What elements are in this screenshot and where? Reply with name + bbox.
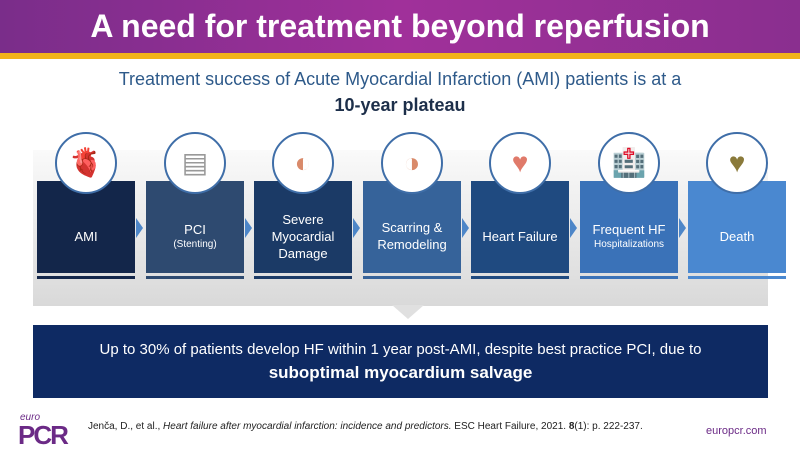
step-label: AMI [74,228,98,244]
chevron-right-icon [353,218,360,238]
banner-line1: Up to 30% of patients develop HF within … [99,341,702,358]
step-box: PCI (Stenting) [146,181,244,273]
citation-journal: ESC Heart Failure, 2021. [451,421,569,432]
citation-pages: (1): p. 222-237. [574,421,643,432]
step-label: Death [719,228,755,244]
subtitle-line2: 10-year plateau [334,95,466,115]
chevron-right-icon [570,218,577,238]
step-box: Scarring & Remodeling [363,181,461,273]
step-label: Frequent HF [592,222,666,237]
heart-icon: ♥ [489,132,551,194]
step-underline [688,276,786,279]
subtitle-line1: Treatment success of Acute Myocardial In… [118,69,682,89]
title-bar: A need for treatment beyond reperfusion [0,0,800,53]
stent-icon: ▤ [164,132,226,194]
citation-authors: Jenča, D., et al., [88,421,164,432]
step-underline [580,276,678,279]
step-label: PCI [184,222,206,237]
chevron-right-icon [462,218,469,238]
step-box: Heart Failure [471,181,569,273]
down-pointer [392,305,424,319]
scarred-myocardium-icon: ◑ [381,132,443,194]
chevron-right-icon [136,218,143,238]
logo-big: PCR [18,420,69,450]
step-underline [254,276,352,279]
chevron-right-icon [679,218,686,238]
step-underline [471,276,569,279]
step-box: Severe Myocardial Damage [254,181,352,273]
subtitle: Treatment success of Acute Myocardial In… [0,66,800,118]
chevron-right-icon [245,218,252,238]
step-underline [146,276,244,279]
accent-line [0,53,800,59]
step-underline [37,276,135,279]
hospital-icon: 🏥 [598,132,660,194]
heart-anatomy-icon: 🫀 [55,132,117,194]
citation-volume: 8 [568,421,575,432]
slide-title: A need for treatment beyond reperfusion [90,8,710,44]
step-label: Scarring & Remodeling [377,220,447,252]
step-box: Frequent HF Hospitalizations [580,181,678,273]
heart-pulse-icon: ♥ [706,132,768,194]
step-underline [363,276,461,279]
key-message-banner: Up to 30% of patients develop HF within … [33,325,768,398]
step-sublabel: (Stenting) [173,239,217,250]
step-sublabel: Hospitalizations [593,239,665,250]
myocardium-section-icon: ◐ [272,132,334,194]
step-label: Severe Myocardial Damage [271,211,335,261]
step-box: AMI [37,181,135,273]
banner-line2: suboptimal myocardium salvage [268,363,533,382]
citation-title: Heart failure after myocardial infarctio… [163,421,452,432]
logo-small: euro [20,412,41,423]
step-box: Death [688,181,786,273]
website-link[interactable]: europcr.com [706,425,767,437]
step-label: Heart Failure [482,228,558,244]
europcr-logo: euro PCR [18,412,69,450]
citation: Jenča, D., et al., Heart failure after m… [88,420,694,433]
